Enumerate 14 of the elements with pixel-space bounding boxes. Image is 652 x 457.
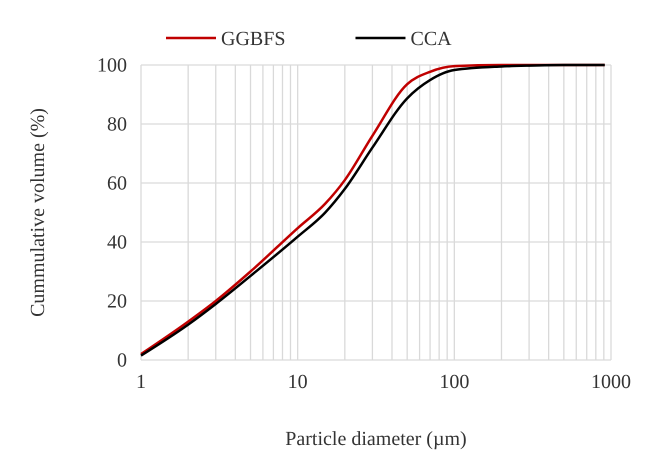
- legend-label: GGBFS: [221, 28, 286, 50]
- x-tick-label: 100: [439, 371, 470, 394]
- y-tick-label: 60: [107, 172, 127, 194]
- x-tick-label: 1: [136, 371, 146, 394]
- y-tick-label: 40: [107, 231, 127, 254]
- y-tick-label: 20: [107, 290, 127, 312]
- x-tick-label: 1000: [591, 371, 631, 394]
- y-tick-label: 0: [117, 349, 127, 372]
- legend-label: CCA: [410, 28, 452, 50]
- y-tick-label: 80: [107, 113, 127, 136]
- y-axis-title: Cummulative volume (%): [27, 108, 49, 317]
- y-tick-label: 100: [97, 54, 127, 76]
- x-tick-label: 10: [288, 371, 308, 394]
- x-axis-title: Particle diameter (µm): [285, 428, 467, 450]
